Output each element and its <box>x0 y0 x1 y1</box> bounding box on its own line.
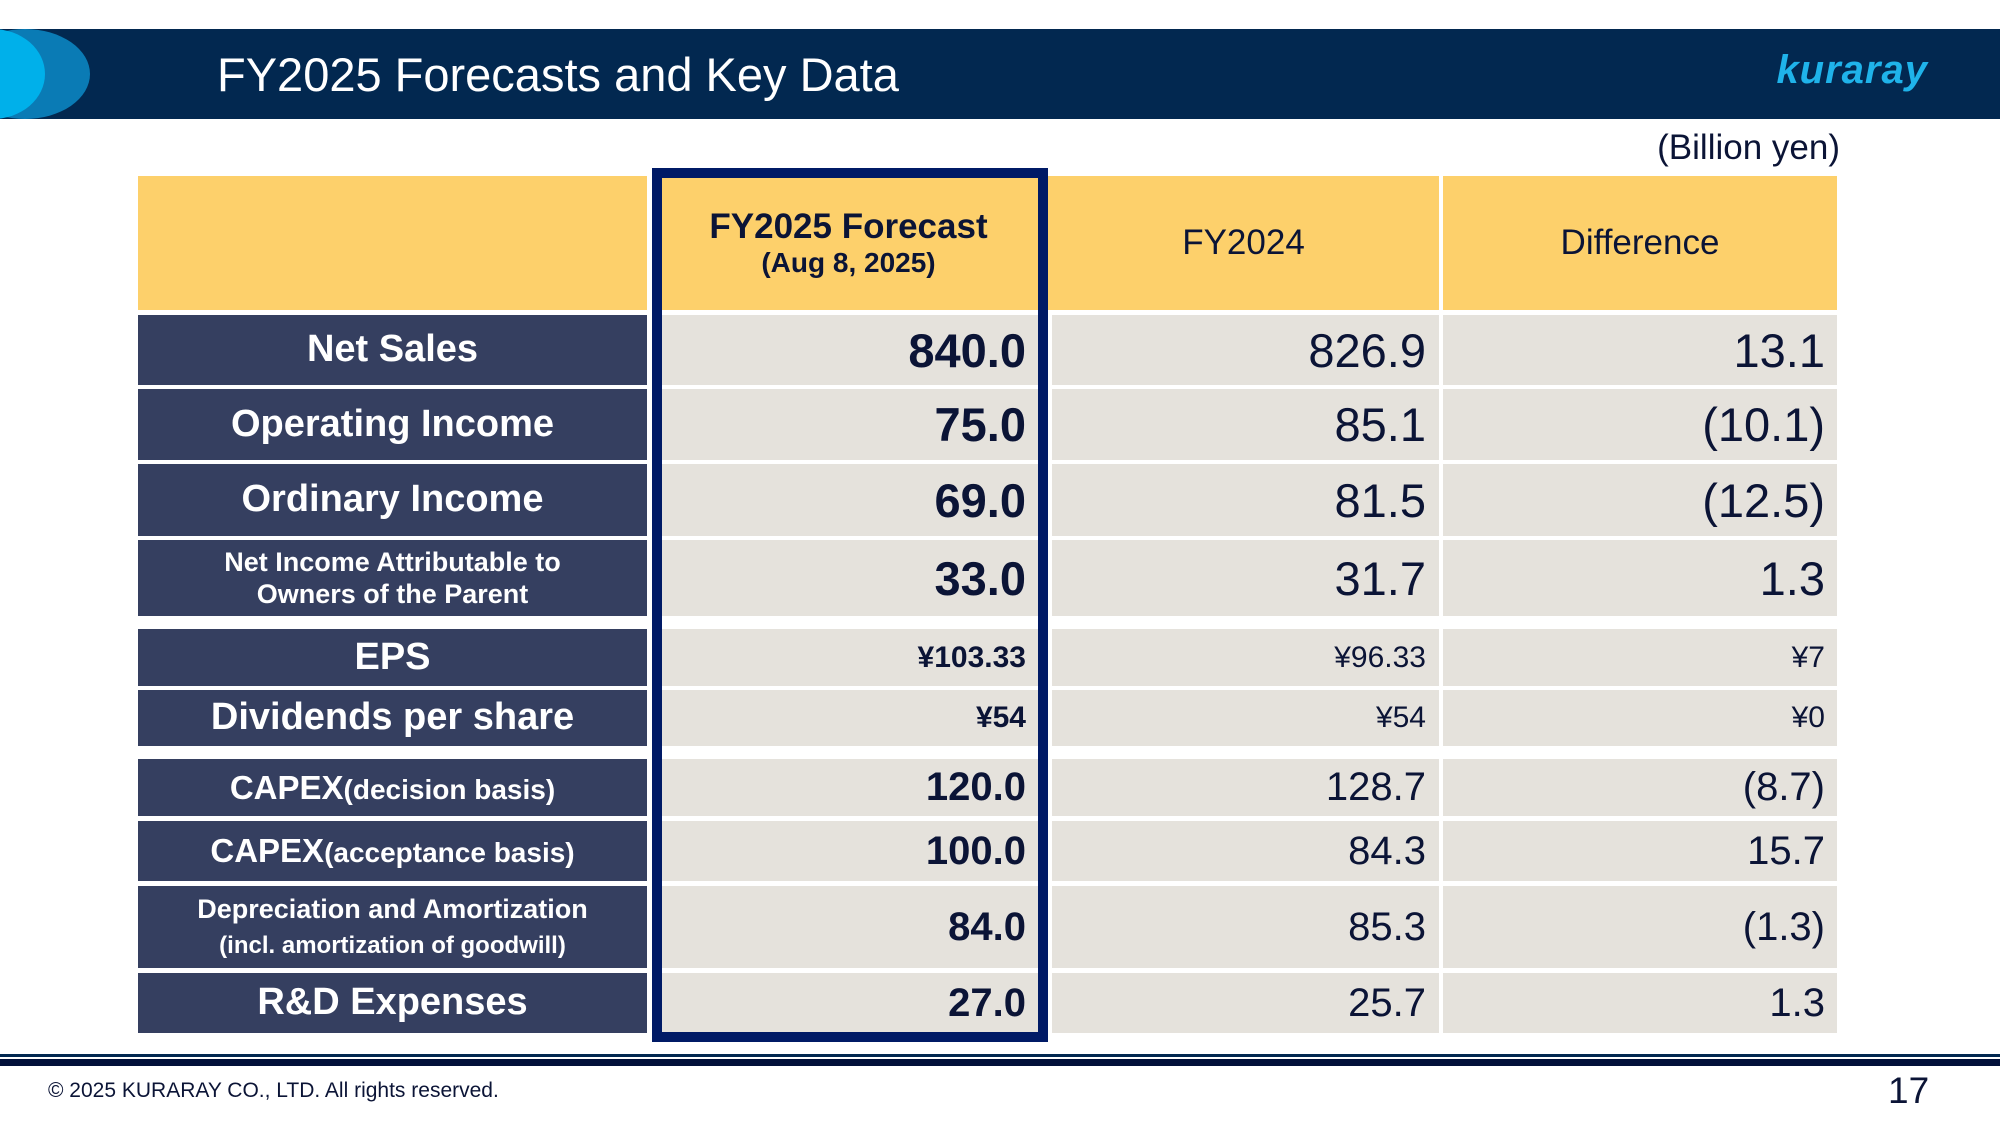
page-title: FY2025 Forecasts and Key Data <box>217 48 899 101</box>
unit-label: (Billion yen) <box>1657 128 1840 167</box>
forecast-title: FY2025 Forecast <box>709 207 988 246</box>
fy2024-value: 81.5 <box>1052 464 1439 536</box>
difference-value: 1.3 <box>1443 540 1837 616</box>
difference-value: (12.5) <box>1443 464 1837 536</box>
header-difference: Difference <box>1443 176 1837 310</box>
forecast-value: 84.0 <box>652 886 1048 968</box>
fy2024-value: 85.3 <box>1052 886 1439 968</box>
divider <box>0 1054 2000 1057</box>
fy2024-value: 84.3 <box>1052 821 1439 881</box>
page-number: 17 <box>1888 1070 1930 1111</box>
row-label-text: Net Income Attributable to <box>224 546 561 577</box>
row-label-text: CAPEX <box>210 832 325 870</box>
row-label: Net Income Attributable to Owners of the … <box>138 540 647 616</box>
forecast-value: 840.0 <box>652 315 1048 385</box>
copyright: © 2025 KURARAY CO., LTD. All rights rese… <box>48 1079 499 1102</box>
fy2024-value: ¥54 <box>1052 690 1439 746</box>
difference-value: ¥0 <box>1443 690 1837 746</box>
header-forecast: FY2025 Forecast (Aug 8, 2025) <box>652 176 1045 310</box>
row-label-text: Operating Income <box>230 402 555 445</box>
kuraray-logo: kuraray <box>1776 48 1928 92</box>
fy2024-value: 85.1 <box>1052 389 1439 460</box>
forecast-value: 100.0 <box>652 821 1048 881</box>
difference-value: (8.7) <box>1443 759 1837 816</box>
forecast-date: (Aug 8, 2025) <box>761 247 936 278</box>
forecast-value: ¥103.33 <box>652 629 1048 686</box>
row-label-text: Depreciation and Amortization <box>197 894 588 925</box>
forecast-value: 33.0 <box>652 540 1048 616</box>
row-label-sub: (decision basis) <box>343 773 556 805</box>
row-label-sub: (acceptance basis) <box>324 837 575 869</box>
difference-value: 15.7 <box>1443 821 1837 881</box>
difference-value: ¥7 <box>1443 629 1837 686</box>
row-label-sub: (incl. amortization of goodwill) <box>219 931 566 959</box>
fy2024-value: 128.7 <box>1052 759 1439 816</box>
header-fy2024: FY2024 <box>1048 176 1439 310</box>
forecast-value: 69.0 <box>652 464 1048 536</box>
row-label-text: CAPEX <box>229 768 344 806</box>
row-label: Operating Income <box>138 389 647 460</box>
row-label-text: Ordinary Income <box>241 478 544 521</box>
row-label: Depreciation and Amortization (incl. amor… <box>138 886 647 968</box>
row-label-text: Dividends per share <box>210 696 575 739</box>
forecast-value: ¥54 <box>652 690 1048 746</box>
difference-value: 1.3 <box>1443 973 1837 1033</box>
row-label-text: Net Sales <box>306 328 479 371</box>
forecast-value: 27.0 <box>652 973 1048 1033</box>
divider <box>0 1059 2000 1066</box>
forecast-value: 75.0 <box>652 389 1048 460</box>
row-label: Ordinary Income <box>138 464 647 536</box>
row-label: EPS <box>138 629 647 686</box>
row-label: Dividends per share <box>138 690 647 746</box>
row-label: CAPEX(acceptance basis) <box>138 821 647 881</box>
row-label-text: R&D Expenses <box>257 981 528 1024</box>
fy2024-value: 31.7 <box>1052 540 1439 616</box>
forecast-value: 120.0 <box>652 759 1048 816</box>
forecast-highlight-box <box>652 168 1048 1042</box>
fy2024-value: ¥96.33 <box>1052 629 1439 686</box>
title-bar <box>0 29 2000 119</box>
row-label: R&D Expenses <box>138 973 647 1033</box>
row-label-text: EPS <box>354 635 431 678</box>
fy2024-value: 826.9 <box>1052 315 1439 385</box>
difference-value: (10.1) <box>1443 389 1837 460</box>
difference-value: (1.3) <box>1443 886 1837 968</box>
row-label: CAPEX(decision basis) <box>138 759 647 816</box>
row-label-sub: Owners of the Parent <box>256 579 529 609</box>
header-empty <box>138 176 647 310</box>
difference-value: 13.1 <box>1443 315 1837 385</box>
row-label: Net Sales <box>138 315 647 385</box>
fy2024-value: 25.7 <box>1052 973 1439 1033</box>
